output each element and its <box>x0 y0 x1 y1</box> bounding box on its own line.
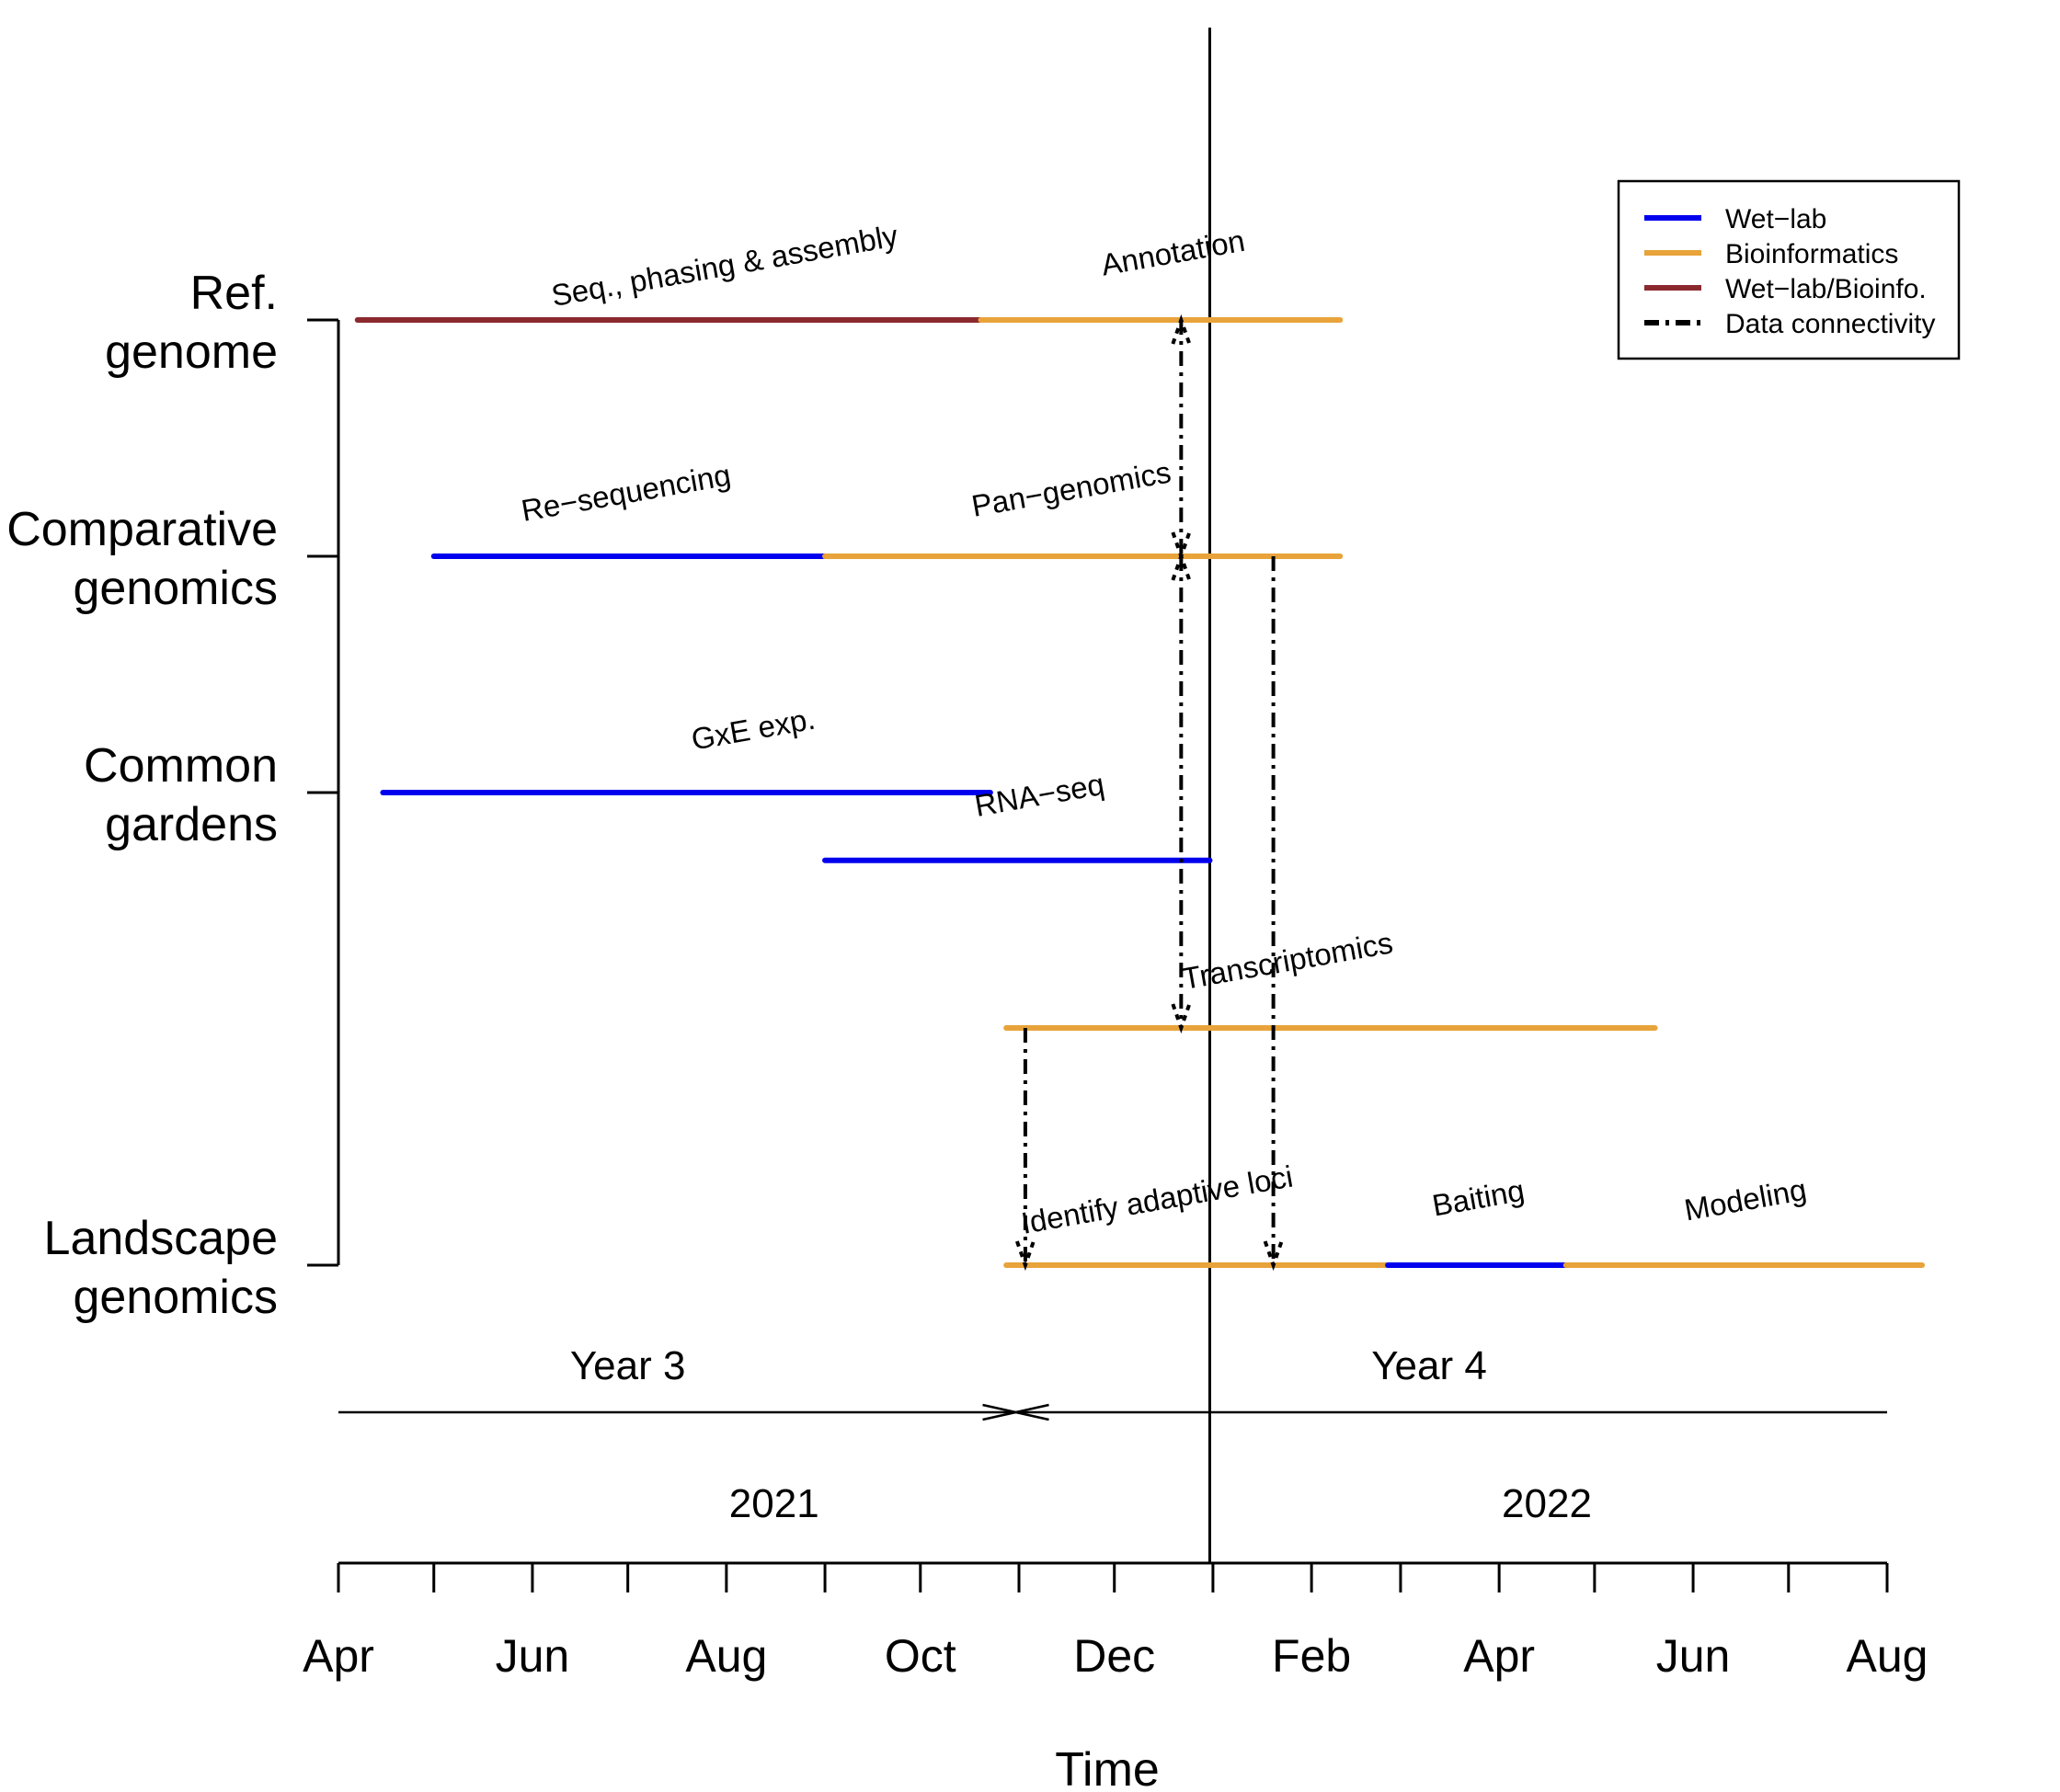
legend-box <box>1617 179 1961 360</box>
x-tick-label: Aug <box>1847 1630 1928 1682</box>
connectivity-arrowhead <box>1171 550 1192 581</box>
category-label: genomics <box>73 1271 278 1324</box>
category-label: Common <box>84 739 278 793</box>
academic-year-arrow <box>1015 1403 1049 1421</box>
x-tick-label: Aug <box>685 1630 767 1682</box>
connectivity-arrowhead <box>1171 1003 1192 1034</box>
x-tick-label: Jun <box>496 1630 570 1682</box>
connectivity-arrowhead <box>1263 1240 1284 1272</box>
connectivity-arrowhead <box>1171 314 1192 345</box>
academic-year-label: Year 4 <box>1371 1343 1487 1388</box>
legend: Wet−lab Bioinformatics Wet−lab/Bioinfo. Dat… <box>1617 179 1961 360</box>
category-label: genomics <box>73 562 278 615</box>
category-label: Comparative <box>6 503 278 556</box>
x-tick-label: Feb <box>1272 1630 1351 1682</box>
task-label: Baiting <box>1429 1173 1527 1223</box>
task-label: RNA−seq <box>972 767 1106 823</box>
task-label: Modeling <box>1682 1172 1809 1227</box>
calendar-year-label: 2021 <box>729 1481 819 1526</box>
x-tick-label: Apr <box>303 1630 374 1682</box>
task-label: Re−sequencing <box>519 457 733 527</box>
legend-label: Wet−lab <box>1725 204 1826 234</box>
calendar-year-label: 2022 <box>1502 1481 1592 1526</box>
category-label: Ref. <box>190 267 278 320</box>
x-tick-label: Oct <box>885 1630 956 1682</box>
x-axis-title: Time <box>1055 1743 1160 1792</box>
connectivity-arrowhead <box>1015 1240 1036 1272</box>
category-label: gardens <box>105 798 278 851</box>
legend-label: Bioinformatics <box>1725 239 1898 269</box>
category-label: genome <box>105 325 278 379</box>
academic-year-label: Year 3 <box>570 1343 686 1388</box>
legend-label: Wet−lab/Bioinfo. <box>1725 274 1927 304</box>
x-tick-label: Dec <box>1073 1630 1155 1682</box>
task-label: Pan−genomics <box>969 454 1173 523</box>
task-label: Annotation <box>1099 223 1248 282</box>
legend-label: Data connectivity <box>1725 309 1935 339</box>
x-tick-label: Jun <box>1656 1630 1731 1682</box>
x-tick-label: Apr <box>1463 1630 1535 1682</box>
category-label: Landscape <box>44 1212 278 1265</box>
task-label: Seq., phasing & assembly <box>549 218 901 313</box>
task-label: Transcriptomics <box>1180 925 1396 996</box>
task-label: Identify adaptive loci <box>1019 1159 1296 1239</box>
task-label: GxE exp. <box>689 702 818 757</box>
